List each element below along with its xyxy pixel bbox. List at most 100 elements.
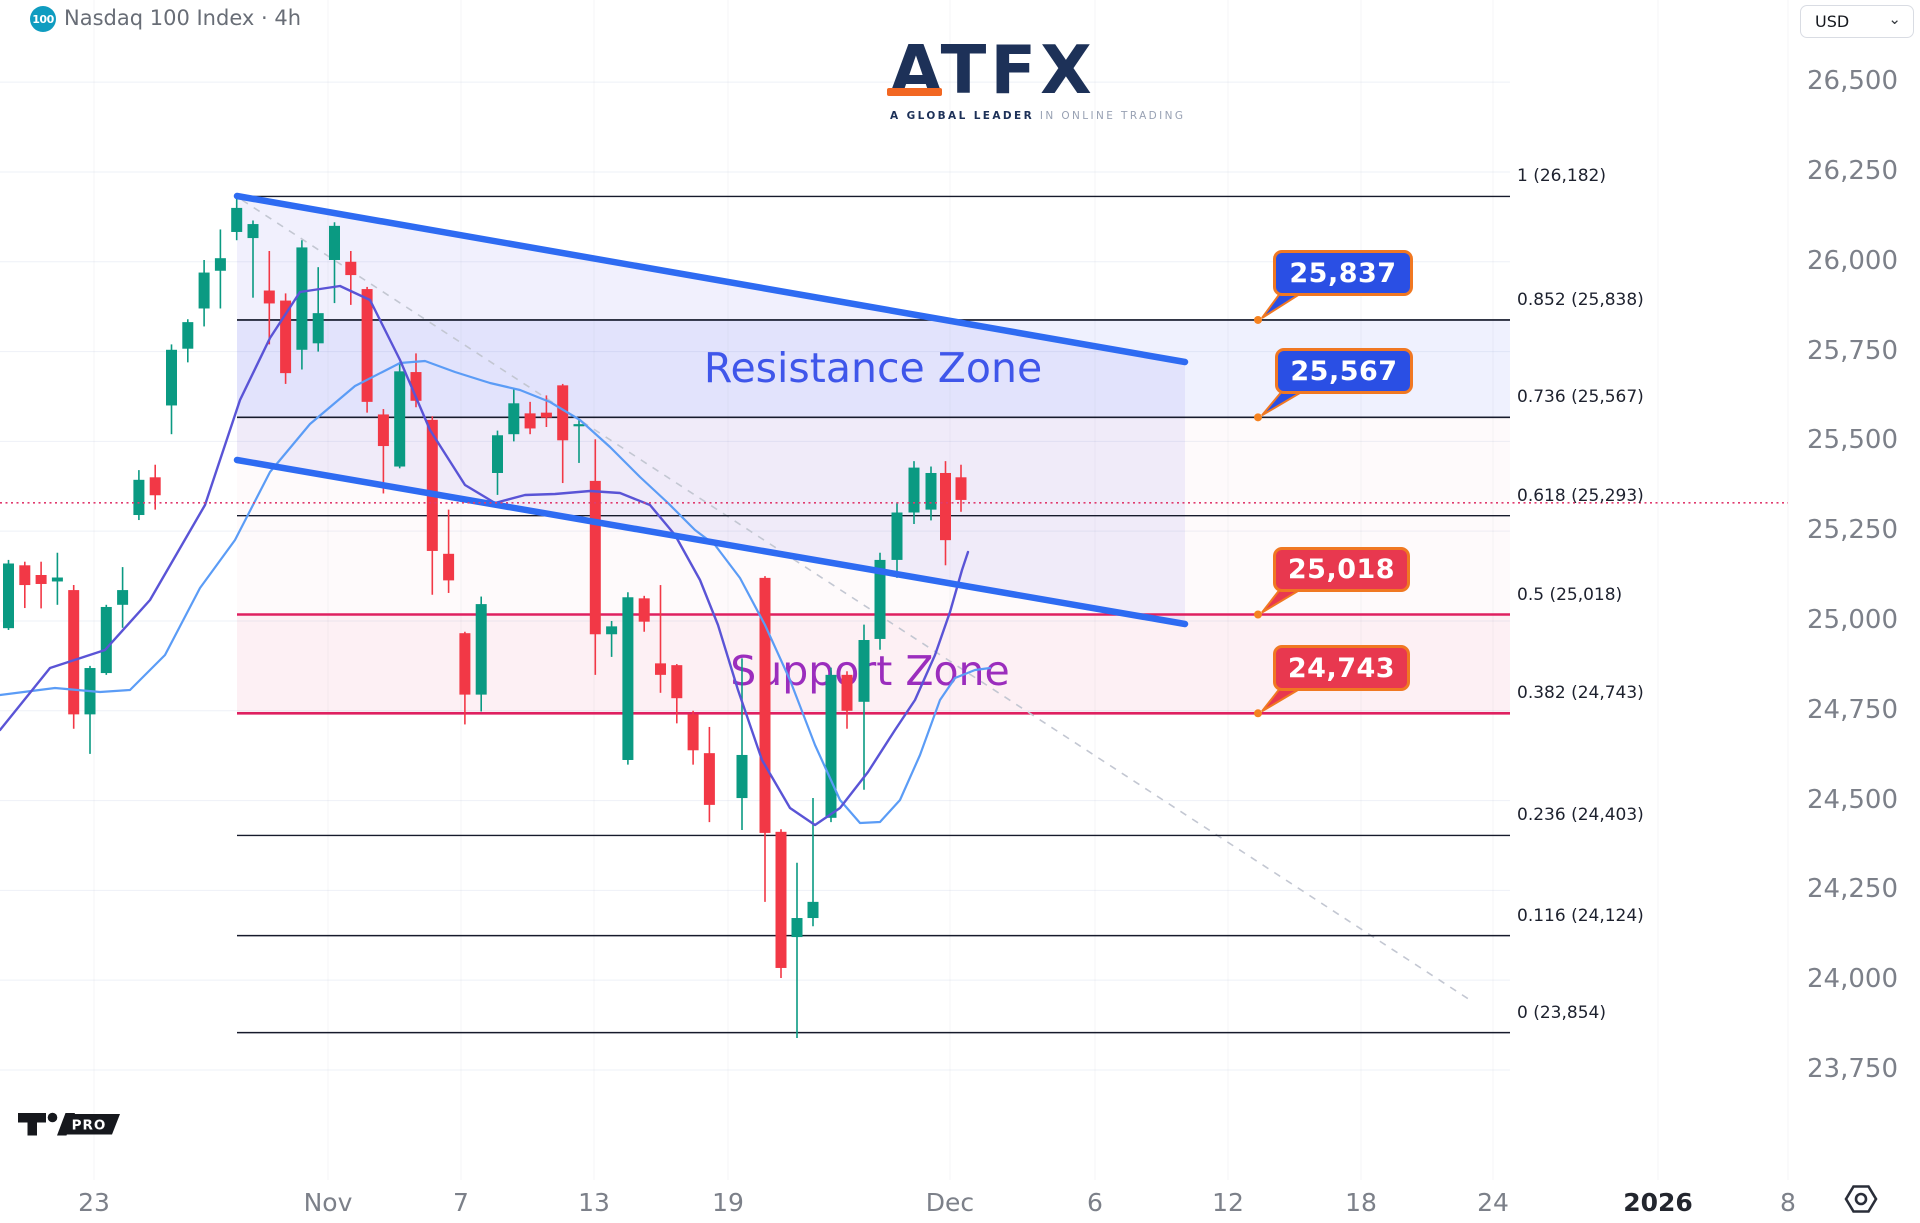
price-callout[interactable]: 25,018	[1273, 547, 1410, 592]
price-axis-label: 26,250	[1807, 155, 1898, 186]
callout-anchor-dot	[1254, 709, 1262, 718]
resistance-zone-label: Resistance Zone	[704, 344, 1042, 392]
candle-body	[166, 349, 177, 406]
title-separator: ·	[260, 6, 268, 30]
fib-level-label: 0.116 (24,124)	[1517, 905, 1644, 926]
fast-ma	[0, 284, 970, 827]
candle-body	[100, 606, 112, 674]
candle-body	[459, 633, 471, 695]
candle-body	[825, 674, 837, 818]
candle-body	[51, 577, 63, 582]
candle-body	[345, 261, 357, 276]
candle-body	[925, 472, 937, 510]
price-axis-label: 24,500	[1807, 784, 1898, 815]
interval-label: 4h	[274, 6, 302, 30]
time-axis-label: 8	[1780, 1188, 1796, 1217]
candle-body	[759, 577, 771, 833]
candle-body	[426, 419, 438, 551]
price-axis-label: 25,250	[1807, 515, 1898, 546]
atfx-orange-bar	[887, 88, 942, 96]
candle-body	[858, 640, 870, 702]
candle-body	[891, 512, 903, 560]
candle-body	[198, 272, 210, 309]
symbol-name: Nasdaq 100 Index	[64, 6, 255, 30]
candle-body	[133, 479, 145, 516]
price-axis-label: 24,750	[1807, 694, 1898, 725]
candle-body	[807, 901, 819, 919]
candle-body	[622, 597, 634, 760]
candle-body	[687, 714, 699, 751]
candle-body	[557, 385, 569, 441]
price-axis-label: 25,750	[1807, 335, 1898, 366]
candle-body	[68, 590, 80, 715]
candle-body	[874, 559, 886, 639]
price-axis-label: 23,750	[1807, 1053, 1898, 1084]
price-callout[interactable]: 25,837	[1273, 250, 1413, 296]
chart-foreground-layer	[0, 192, 1788, 1039]
support-zone-label: Support Zone	[730, 647, 1010, 695]
time-axis-label: 13	[578, 1188, 610, 1217]
candle-body	[247, 224, 259, 239]
candle-body	[524, 413, 536, 429]
candle-body	[182, 322, 194, 349]
currency-selector[interactable]: USD ⌄	[1800, 5, 1914, 38]
tradingview-mark	[18, 1113, 46, 1136]
candle-body	[394, 371, 406, 467]
candle-body	[475, 604, 487, 695]
candle-body	[296, 247, 308, 350]
price-axis-label: 24,250	[1807, 874, 1898, 905]
candle-body	[791, 918, 803, 938]
candle-body	[841, 674, 853, 711]
candle-body	[940, 472, 951, 541]
settings-icon[interactable]	[1842, 1182, 1882, 1216]
price-axis-label: 24,000	[1807, 964, 1898, 995]
candle-body	[443, 553, 455, 581]
candle-body	[775, 831, 787, 968]
candle-body	[410, 372, 422, 401]
candle-body	[3, 563, 14, 629]
callout-anchor-dot	[1254, 610, 1262, 619]
time-axis-label: 23	[78, 1188, 110, 1217]
tradingview-dot	[47, 1112, 58, 1123]
candle-body	[655, 663, 666, 675]
callout-anchor-dot	[1254, 413, 1262, 422]
price-callout[interactable]: 25,567	[1275, 348, 1413, 394]
tradingview-logo[interactable]: PRO	[16, 1106, 156, 1146]
lower-trendline[interactable]	[233, 456, 1189, 628]
fib-level-label: 0.852 (25,838)	[1517, 289, 1644, 310]
pro-badge-label: PRO	[72, 1118, 107, 1134]
time-axis-label: Nov	[303, 1188, 353, 1217]
fib-level-label: 0.736 (25,567)	[1517, 387, 1644, 408]
candle-body	[703, 753, 715, 805]
symbol-title[interactable]: Nasdaq 100 Index · 4h	[64, 6, 301, 30]
fib-level-label: 0 (23,854)	[1517, 1002, 1606, 1023]
fib-level-label: 0.618 (25,293)	[1517, 485, 1644, 506]
time-axis-label: Dec	[925, 1188, 975, 1217]
price-axis-label: 26,000	[1807, 245, 1898, 276]
chevron-down-icon: ⌄	[1888, 9, 1901, 28]
candle-body	[508, 403, 520, 435]
fib-level-label: 0.236 (24,403)	[1517, 805, 1644, 826]
time-axis-label: 6	[1087, 1188, 1103, 1217]
candle-body	[671, 665, 683, 699]
candle-body	[231, 207, 243, 232]
dashed-trendline[interactable]	[241, 199, 1471, 1001]
candle-body	[589, 480, 601, 635]
candle-body	[19, 565, 31, 586]
candle-body	[377, 414, 389, 447]
price-callout[interactable]: 24,743	[1273, 645, 1410, 691]
time-axis-label: 19	[712, 1188, 744, 1217]
candle-body	[606, 626, 618, 635]
atfx-wordmark: ATFX	[890, 31, 1096, 109]
time-axis-label: 7	[453, 1188, 469, 1217]
upper-trendline[interactable]	[233, 192, 1189, 366]
fib-level-label: 1 (26,182)	[1517, 166, 1606, 187]
candle-body	[280, 300, 292, 374]
candle-body	[312, 313, 324, 344]
candle-body	[540, 412, 552, 418]
candle-body	[149, 477, 161, 496]
candle-body	[35, 575, 47, 584]
time-axis-label: 18	[1345, 1188, 1377, 1217]
candle-body	[955, 477, 967, 500]
